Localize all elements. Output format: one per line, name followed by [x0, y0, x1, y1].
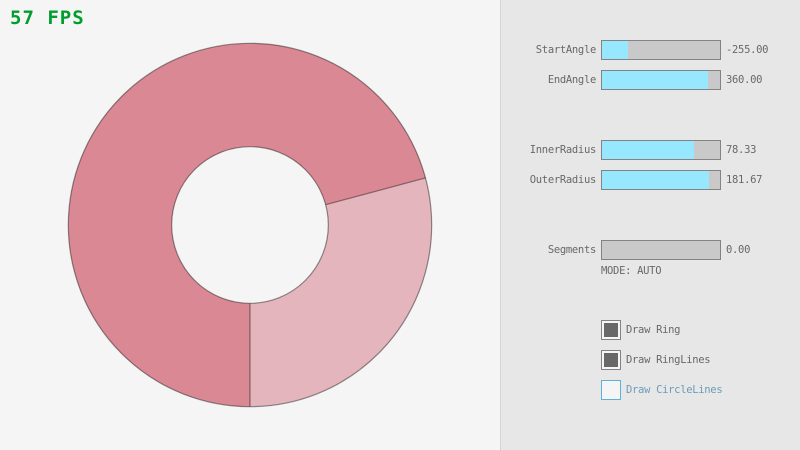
innerradius-label: InnerRadius — [529, 144, 597, 156]
checkmark — [604, 323, 618, 337]
startangle-slider[interactable] — [601, 40, 721, 60]
slider-fill — [602, 41, 628, 59]
slider-row-outerradius: OuterRadius 181.67 — [501, 170, 800, 190]
segments-value: 0.00 — [726, 244, 751, 256]
slider-row-endangle: EndAngle 360.00 — [501, 70, 800, 90]
fps-counter: 57 FPS — [10, 7, 85, 29]
innerradius-value: 78.33 — [726, 144, 757, 156]
draw-ring-label: Draw Ring — [626, 324, 681, 336]
segments-label: Segments — [547, 244, 596, 256]
endangle-value: 360.00 — [726, 74, 763, 86]
slider-row-innerradius: InnerRadius 78.33 — [501, 140, 800, 160]
slider-fill — [602, 171, 710, 189]
checkbox-row-draw-circlelines: Draw CircleLines — [601, 380, 781, 400]
endangle-slider[interactable] — [601, 70, 721, 90]
draw-ringlines-label: Draw RingLines — [626, 354, 711, 366]
draw-circlelines-label: Draw CircleLines — [626, 384, 723, 396]
settings-panel: StartAngle -255.00 EndAngle 360.00 Inner… — [500, 0, 800, 450]
outerradius-value: 181.67 — [726, 174, 763, 186]
innerradius-slider[interactable] — [601, 140, 721, 160]
slider-row-segments: Segments 0.00 — [501, 240, 800, 260]
segments-slider[interactable] — [601, 240, 721, 260]
outerradius-slider[interactable] — [601, 170, 721, 190]
draw-circlelines-checkbox[interactable] — [601, 380, 621, 400]
draw-ring-checkbox[interactable] — [601, 320, 621, 340]
startangle-label: StartAngle — [535, 44, 597, 56]
checkbox-row-draw-ringlines: Draw RingLines — [601, 350, 781, 370]
checkmark — [604, 353, 618, 367]
checkbox-row-draw-ring: Draw Ring — [601, 320, 781, 340]
slider-fill — [602, 141, 695, 159]
mode-text: MODE: AUTO — [601, 265, 662, 277]
draw-ringlines-checkbox[interactable] — [601, 350, 621, 370]
outerradius-label: OuterRadius — [529, 174, 597, 186]
startangle-value: -255.00 — [726, 44, 769, 56]
endangle-label: EndAngle — [547, 74, 596, 86]
slider-row-startangle: StartAngle -255.00 — [501, 40, 800, 60]
ring-chart — [67, 42, 433, 408]
slider-fill — [602, 71, 709, 89]
